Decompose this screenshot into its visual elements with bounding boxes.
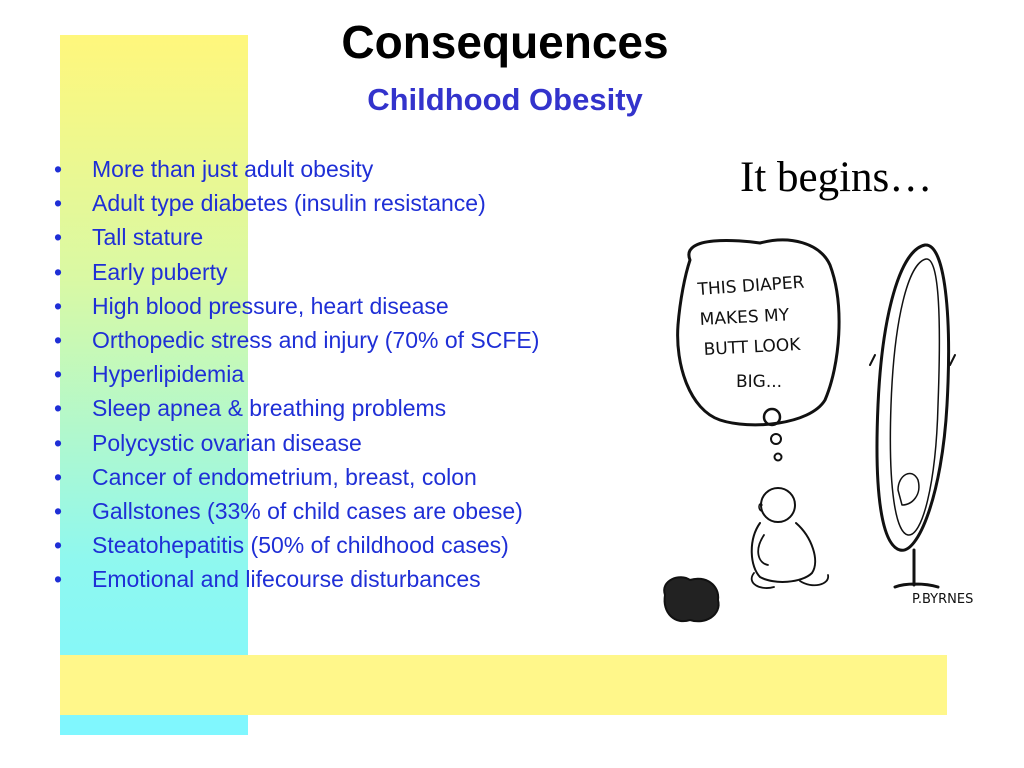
cartoon-caption: It begins… bbox=[740, 154, 933, 201]
list-item: • More than just adult obesity bbox=[50, 152, 539, 186]
bullet-text: Gallstones (33% of child cases are obese… bbox=[92, 497, 523, 524]
thought-bubble bbox=[676, 238, 841, 427]
list-item: • Cancer of endometrium, breast, colon bbox=[50, 460, 539, 494]
bullet-text: High blood pressure, heart disease bbox=[92, 292, 449, 319]
baby-ear bbox=[758, 503, 763, 512]
bullet-icon: • bbox=[54, 224, 63, 251]
bullet-icon: • bbox=[54, 497, 63, 524]
bullet-text: Adult type diabetes (insulin resistance) bbox=[92, 190, 486, 217]
baby-body bbox=[750, 522, 817, 583]
list-item: • Gallstones (33% of child cases are obes… bbox=[50, 494, 539, 528]
bullet-icon: • bbox=[54, 190, 63, 217]
list-item: • Sleep apnea & breathing problems bbox=[50, 391, 539, 425]
list-item: • Polycystic ovarian disease bbox=[50, 426, 539, 460]
baby-leg bbox=[750, 572, 829, 589]
list-item: • Tall stature bbox=[50, 220, 539, 254]
bullet-icon: • bbox=[54, 258, 63, 285]
cartoon-signature: P.BYRNES bbox=[912, 592, 973, 607]
list-item: • Hyperlipidemia bbox=[50, 357, 539, 391]
bullet-text: Emotional and lifecourse disturbances bbox=[92, 566, 481, 593]
cartoon-image: THIS DIAPER MAKES MY BUTT LOOK BIG... P.… bbox=[663, 238, 973, 623]
thought-line-1: THIS DIAPER bbox=[696, 273, 805, 300]
list-item: • High blood pressure, heart disease bbox=[50, 289, 539, 323]
bullet-icon: • bbox=[54, 429, 63, 456]
list-item: • Steatohepatitis (50% of childhood cases… bbox=[50, 528, 539, 562]
slide-title: Consequences bbox=[341, 16, 669, 68]
mirror-stand bbox=[893, 548, 940, 589]
decorative-vertical-bar bbox=[60, 35, 248, 735]
thought-dot-small bbox=[773, 452, 783, 462]
list-item: • Orthopedic stress and injury (70% of SC… bbox=[50, 323, 539, 357]
bullet-text: Orthopedic stress and injury (70% of SCF… bbox=[92, 326, 540, 353]
bullet-text: Hyperlipidemia bbox=[92, 361, 245, 388]
mirror-hinge-left bbox=[869, 354, 956, 366]
slide-subtitle: Childhood Obesity bbox=[367, 82, 643, 117]
bullet-text: Early puberty bbox=[92, 258, 228, 285]
bullet-list: • More than just adult obesity • Adult typ… bbox=[50, 152, 539, 596]
thought-line-4: BIG... bbox=[736, 372, 782, 392]
bullet-text: Sleep apnea & breathing problems bbox=[92, 395, 447, 422]
mirror-inner bbox=[889, 258, 941, 536]
baby-head bbox=[760, 487, 796, 523]
bullet-text: Cancer of endometrium, breast, colon bbox=[92, 463, 477, 490]
baby-arm bbox=[757, 534, 769, 566]
list-item: • Emotional and lifecourse disturbances bbox=[50, 562, 539, 596]
bullet-text: More than just adult obesity bbox=[92, 156, 374, 182]
thought-dot-large bbox=[762, 407, 782, 427]
list-item: • Adult type diabetes (insulin resistance… bbox=[50, 186, 539, 220]
thought-line-3: BUTT LOOK bbox=[703, 335, 802, 360]
bullet-icon: • bbox=[54, 361, 63, 388]
decorative-horizontal-bar bbox=[60, 655, 947, 715]
thought-dot-medium bbox=[770, 433, 782, 445]
bullet-text: Tall stature bbox=[92, 224, 204, 251]
bullet-icon: • bbox=[54, 463, 63, 490]
bullet-text: Polycystic ovarian disease bbox=[92, 429, 362, 456]
bullet-icon: • bbox=[54, 292, 63, 319]
teddy-bear bbox=[663, 576, 720, 623]
mirror-frame bbox=[875, 243, 951, 552]
thought-line-2: MAKES MY bbox=[699, 305, 790, 330]
bullet-icon: • bbox=[54, 326, 63, 353]
bullet-icon: • bbox=[54, 532, 63, 559]
bullet-icon: • bbox=[54, 566, 63, 593]
list-item: • Early puberty bbox=[50, 255, 539, 289]
mirror-reflection bbox=[897, 472, 920, 506]
bullet-icon: • bbox=[54, 156, 63, 182]
bullet-text: Steatohepatitis (50% of childhood cases) bbox=[92, 532, 509, 559]
bullet-icon: • bbox=[54, 395, 63, 422]
